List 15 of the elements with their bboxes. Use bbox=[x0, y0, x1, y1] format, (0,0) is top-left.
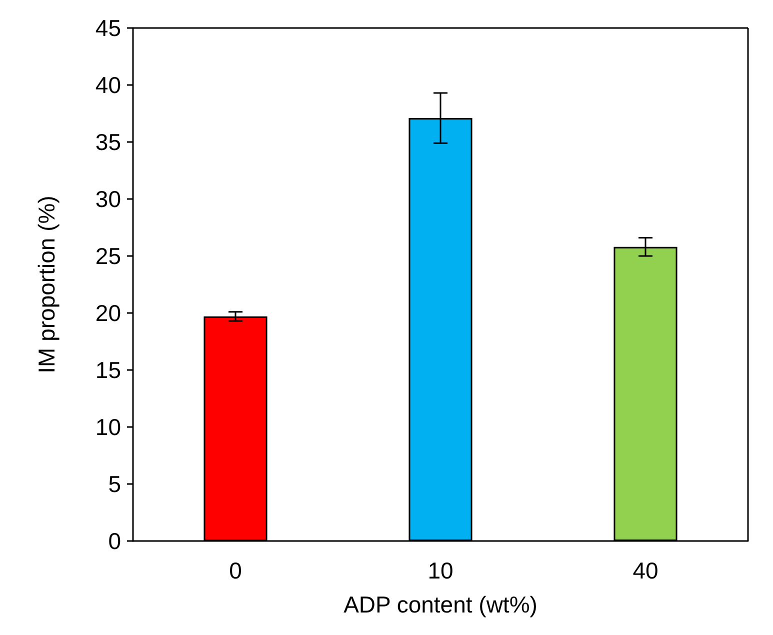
y-tick-label: 0 bbox=[108, 528, 121, 554]
x-tick-label: 0 bbox=[229, 558, 242, 584]
x-axis-title: ADP content (wt%) bbox=[344, 592, 538, 618]
y-tick-label: 45 bbox=[95, 15, 121, 41]
y-tick-label: 5 bbox=[108, 471, 121, 497]
y-tick-label: 10 bbox=[95, 414, 121, 440]
y-tick-label: 15 bbox=[95, 357, 121, 383]
y-tick-label: 35 bbox=[95, 129, 121, 155]
x-tick-label: 40 bbox=[632, 558, 658, 584]
y-axis-title: IM proportion (%) bbox=[34, 196, 60, 374]
y-tick-label: 20 bbox=[95, 300, 121, 326]
y-tick-label: 40 bbox=[95, 72, 121, 98]
y-tick-label: 30 bbox=[95, 186, 121, 212]
x-tick-label: 10 bbox=[428, 558, 454, 584]
y-tick-label: 25 bbox=[95, 243, 121, 269]
